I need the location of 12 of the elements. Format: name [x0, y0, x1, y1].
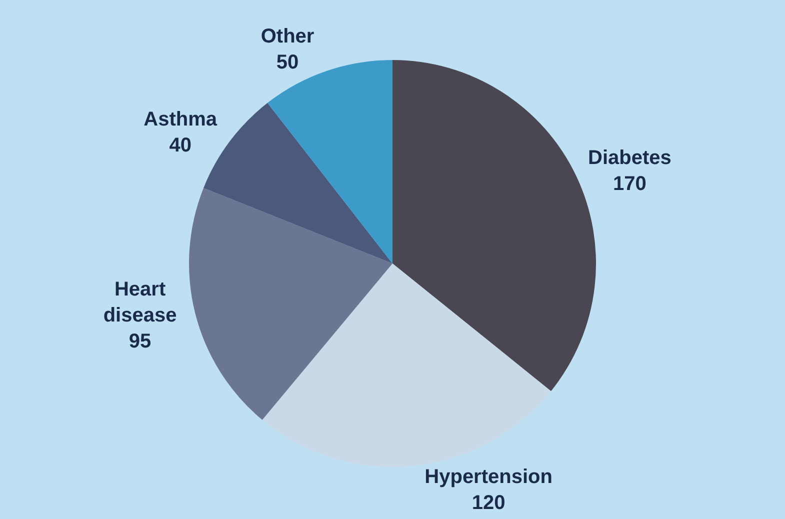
data-label: 170 [613, 173, 646, 196]
slice-label: Heart disease [103, 278, 177, 327]
slice-label: Asthma [144, 108, 218, 131]
pie-slice [189, 188, 392, 420]
slice-label: Other [260, 26, 314, 48]
pie-slice [262, 264, 551, 467]
data-label: 40 [169, 134, 192, 157]
data-label: 95 [128, 330, 152, 353]
data-label: 120 [472, 492, 506, 514]
slice-label: Hypertension [424, 466, 552, 488]
data-label: 50 [276, 52, 299, 74]
slice-label: Diabetes [588, 147, 672, 170]
